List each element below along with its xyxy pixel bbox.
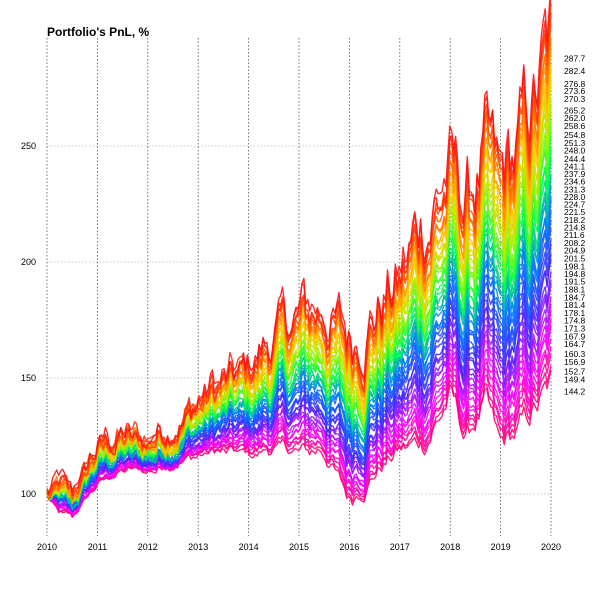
final-value-label: 262.0 [564, 113, 586, 123]
final-value-label: 231.3 [564, 184, 586, 194]
final-value-label: 214.8 [564, 223, 586, 233]
series-line [46, 228, 552, 508]
final-value-label: 276.8 [564, 79, 586, 89]
x-tick-label: 2019 [491, 542, 511, 552]
x-tick-label: 2010 [37, 542, 57, 552]
final-value-label: 181.4 [564, 300, 586, 310]
final-value-label: 164.7 [564, 339, 586, 349]
final-value-label: 191.5 [564, 277, 586, 287]
y-tick-label: 200 [21, 257, 36, 267]
final-value-label: 188.1 [564, 285, 586, 295]
y-tick-label: 250 [21, 141, 36, 151]
final-value-label: 251.3 [564, 138, 586, 148]
final-value-label: 201.5 [564, 254, 586, 264]
final-value-label: 241.1 [564, 162, 586, 172]
x-tick-label: 2015 [289, 542, 309, 552]
final-value-label: 208.2 [564, 238, 586, 248]
final-value-label: 282.4 [564, 66, 586, 76]
final-value-label: 218.2 [564, 215, 586, 225]
final-value-label: 248.0 [564, 146, 586, 156]
final-value-label: 171.3 [564, 324, 586, 334]
final-value-label: 211.6 [564, 230, 585, 240]
series-line [46, 0, 551, 496]
axes: 100 150 200 250 2010 2011 2012 2013 2014 2015 2016… [21, 141, 561, 552]
final-value-label: 270.3 [564, 94, 586, 104]
final-value-label: 287.7 [564, 54, 586, 64]
final-value-label: 174.8 [564, 315, 586, 325]
chart-title: Portfolio's PnL, % [47, 25, 150, 39]
series-group [46, 0, 552, 518]
final-value-label: 273.6 [564, 86, 586, 96]
final-value-label: 144.2 [564, 386, 586, 396]
x-tick-label: 2011 [88, 542, 107, 552]
final-value-label: 258.6 [564, 121, 586, 131]
final-value-label: 149.4 [564, 374, 586, 384]
final-value-label: 194.8 [564, 269, 586, 279]
series-line [46, 296, 552, 513]
final-value-label: 184.7 [564, 292, 586, 302]
x-tick-label: 2014 [239, 542, 259, 552]
final-value-label: 167.9 [564, 331, 586, 341]
final-value-label: 156.9 [564, 357, 586, 367]
final-value-label: 265.2 [564, 106, 586, 116]
final-value-label: 198.1 [564, 261, 586, 271]
final-value-label: 237.9 [564, 169, 586, 179]
final-value-label: 160.3 [564, 349, 586, 359]
final-value-label: 178.1 [564, 308, 586, 318]
y-tick-label: 100 [21, 489, 36, 499]
x-tick-label: 2016 [339, 542, 359, 552]
final-value-label: 224.7 [564, 200, 586, 210]
x-tick-label: 2018 [440, 542, 460, 552]
y-tick-label: 150 [21, 373, 36, 383]
final-value-label: 221.5 [564, 207, 586, 217]
final-value-label: 234.6 [564, 177, 586, 187]
final-value-label: 244.4 [564, 154, 586, 164]
x-tick-label: 2020 [541, 542, 561, 552]
x-tick-label: 2017 [390, 542, 410, 552]
final-value-label: 228.0 [564, 192, 586, 202]
final-value-label: 204.9 [564, 246, 586, 256]
x-tick-label: 2012 [138, 542, 158, 552]
x-tick-label: 2013 [188, 542, 208, 552]
final-value-label: 254.8 [564, 130, 586, 140]
final-value-label: 152.7 [564, 367, 586, 377]
